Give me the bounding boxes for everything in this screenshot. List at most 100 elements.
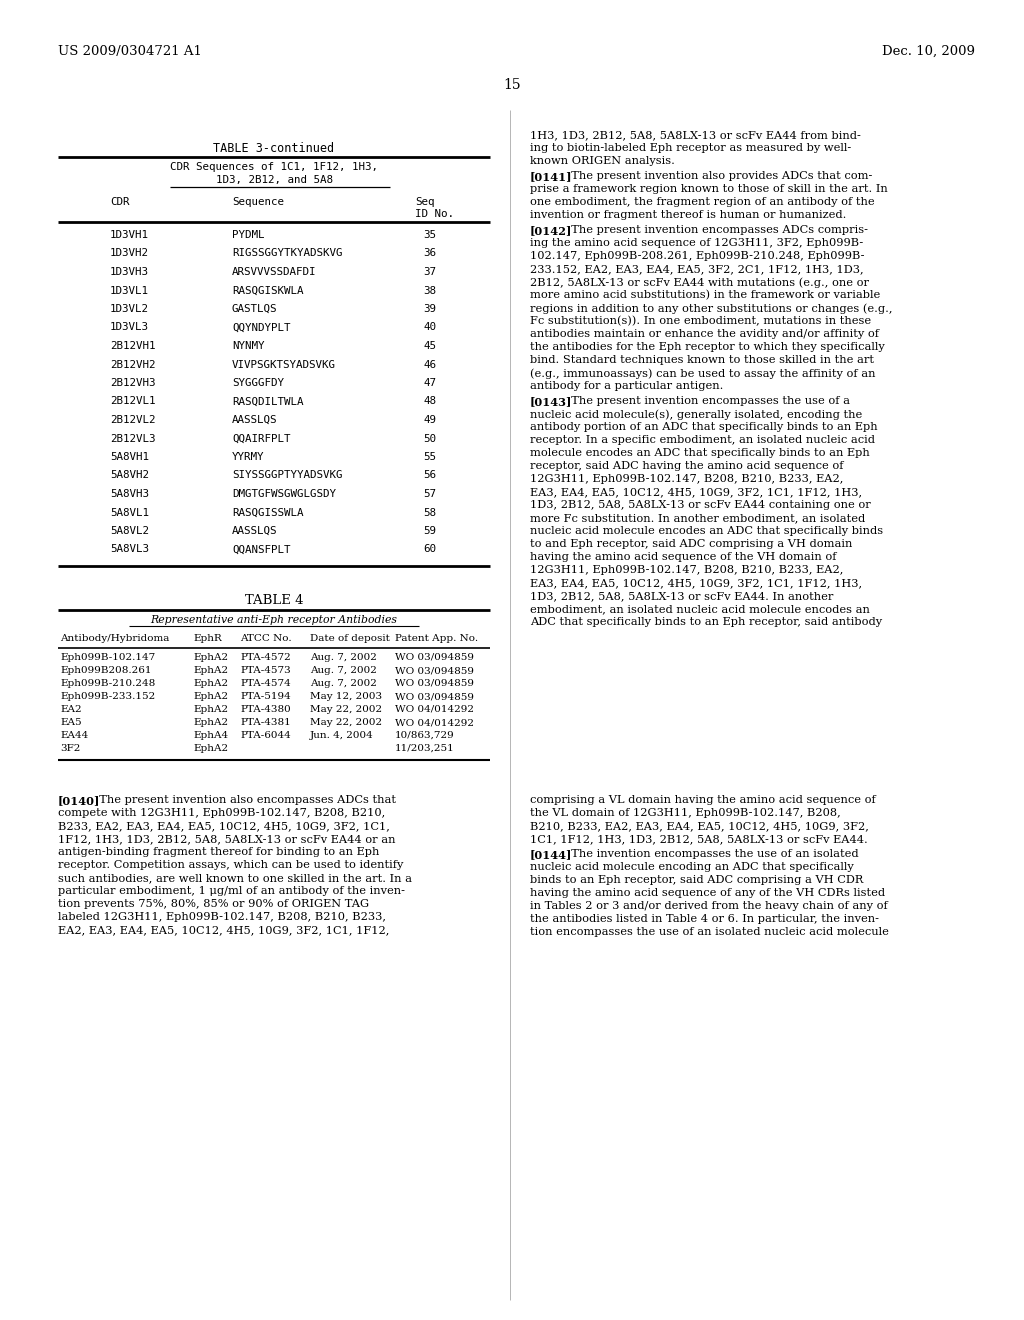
Text: EphA2: EphA2: [193, 718, 228, 727]
Text: EA2: EA2: [60, 705, 82, 714]
Text: [0144]: [0144]: [530, 849, 572, 861]
Text: having the amino acid sequence of any of the VH CDRs listed: having the amino acid sequence of any of…: [530, 888, 885, 898]
Text: particular embodiment, 1 μg/ml of an antibody of the inven-: particular embodiment, 1 μg/ml of an ant…: [58, 886, 406, 896]
Text: 1D3, 2B12, and 5A8: 1D3, 2B12, and 5A8: [215, 176, 333, 185]
Text: 102.147, Eph099B-208.261, Eph099B-210.248, Eph099B-: 102.147, Eph099B-208.261, Eph099B-210.24…: [530, 251, 864, 261]
Text: Aug. 7, 2002: Aug. 7, 2002: [310, 653, 377, 663]
Text: Sequence: Sequence: [232, 197, 284, 207]
Text: 46: 46: [423, 359, 436, 370]
Text: B233, EA2, EA3, EA4, EA5, 10C12, 4H5, 10G9, 3F2, 1C1,: B233, EA2, EA3, EA4, EA5, 10C12, 4H5, 10…: [58, 821, 390, 832]
Text: 49: 49: [423, 414, 436, 425]
Text: known ORIGEN analysis.: known ORIGEN analysis.: [530, 156, 675, 166]
Text: TABLE 3-continued: TABLE 3-continued: [213, 143, 335, 154]
Text: 10/863,729: 10/863,729: [395, 731, 455, 741]
Text: PTA-4573: PTA-4573: [240, 667, 291, 675]
Text: PTA-6044: PTA-6044: [240, 731, 291, 741]
Text: 1C1, 1F12, 1H3, 1D3, 2B12, 5A8, 5A8LX-13 or scFv EA44.: 1C1, 1F12, 1H3, 1D3, 2B12, 5A8, 5A8LX-13…: [530, 834, 867, 843]
Text: May 22, 2002: May 22, 2002: [310, 718, 382, 727]
Text: EA3, EA4, EA5, 10C12, 4H5, 10G9, 3F2, 1C1, 1F12, 1H3,: EA3, EA4, EA5, 10C12, 4H5, 10G9, 3F2, 1C…: [530, 578, 862, 587]
Text: Dec. 10, 2009: Dec. 10, 2009: [882, 45, 975, 58]
Text: 45: 45: [423, 341, 436, 351]
Text: AASSLQS: AASSLQS: [232, 525, 278, 536]
Text: EA2, EA3, EA4, EA5, 10C12, 4H5, 10G9, 3F2, 1C1, 1F12,: EA2, EA3, EA4, EA5, 10C12, 4H5, 10G9, 3F…: [58, 925, 389, 935]
Text: 5A8VH3: 5A8VH3: [110, 488, 150, 499]
Text: RIGSSGGYTKYADSKVG: RIGSSGGYTKYADSKVG: [232, 248, 342, 259]
Text: The present invention encompasses ADCs compris-: The present invention encompasses ADCs c…: [564, 224, 868, 235]
Text: Patent App. No.: Patent App. No.: [395, 634, 478, 643]
Text: The invention encompasses the use of an isolated: The invention encompasses the use of an …: [564, 849, 859, 859]
Text: receptor. In a specific embodiment, an isolated nucleic acid: receptor. In a specific embodiment, an i…: [530, 436, 874, 445]
Text: antibodies maintain or enhance the avidity and/or affinity of: antibodies maintain or enhance the avidi…: [530, 329, 879, 339]
Text: EphA2: EphA2: [193, 692, 228, 701]
Text: [0143]: [0143]: [530, 396, 572, 407]
Text: Fc substitution(s)). In one embodiment, mutations in these: Fc substitution(s)). In one embodiment, …: [530, 315, 871, 326]
Text: comprising a VL domain having the amino acid sequence of: comprising a VL domain having the amino …: [530, 795, 876, 805]
Text: EphR: EphR: [193, 634, 222, 643]
Text: DMGTGFWSGWGLGSDY: DMGTGFWSGWGLGSDY: [232, 488, 336, 499]
Text: RASQGISKWLA: RASQGISKWLA: [232, 285, 303, 296]
Text: 40: 40: [423, 322, 436, 333]
Text: more Fc substitution. In another embodiment, an isolated: more Fc substitution. In another embodim…: [530, 513, 865, 523]
Text: 58: 58: [423, 507, 436, 517]
Text: RASQGISSWLA: RASQGISSWLA: [232, 507, 303, 517]
Text: WO 03/094859: WO 03/094859: [395, 678, 474, 688]
Text: tion encompasses the use of an isolated nucleic acid molecule: tion encompasses the use of an isolated …: [530, 927, 889, 937]
Text: Date of deposit: Date of deposit: [310, 634, 390, 643]
Text: PTA-4574: PTA-4574: [240, 678, 291, 688]
Text: EphA4: EphA4: [193, 731, 228, 741]
Text: EphA2: EphA2: [193, 705, 228, 714]
Text: nucleic acid molecule(s), generally isolated, encoding the: nucleic acid molecule(s), generally isol…: [530, 409, 862, 420]
Text: bind. Standard techniques known to those skilled in the art: bind. Standard techniques known to those…: [530, 355, 874, 366]
Text: NYNMY: NYNMY: [232, 341, 264, 351]
Text: Aug. 7, 2002: Aug. 7, 2002: [310, 667, 377, 675]
Text: 1D3, 2B12, 5A8, 5A8LX-13 or scFv EA44 containing one or: 1D3, 2B12, 5A8, 5A8LX-13 or scFv EA44 co…: [530, 500, 870, 510]
Text: SIYSSGGPTYYADSVKG: SIYSSGGPTYYADSVKG: [232, 470, 342, 480]
Text: the VL domain of 12G3H11, Eph099B-102.147, B208,: the VL domain of 12G3H11, Eph099B-102.14…: [530, 808, 841, 818]
Text: EA5: EA5: [60, 718, 82, 727]
Text: SYGGGFDY: SYGGGFDY: [232, 378, 284, 388]
Text: 2B12VL2: 2B12VL2: [110, 414, 156, 425]
Text: ADC that specifically binds to an Eph receptor, said antibody: ADC that specifically binds to an Eph re…: [530, 616, 882, 627]
Text: 38: 38: [423, 285, 436, 296]
Text: 2B12, 5A8LX-13 or scFv EA44 with mutations (e.g., one or: 2B12, 5A8LX-13 or scFv EA44 with mutatio…: [530, 277, 869, 288]
Text: nucleic acid molecule encodes an ADC that specifically binds: nucleic acid molecule encodes an ADC tha…: [530, 525, 883, 536]
Text: WO 03/094859: WO 03/094859: [395, 692, 474, 701]
Text: 36: 36: [423, 248, 436, 259]
Text: 5A8VH1: 5A8VH1: [110, 451, 150, 462]
Text: binds to an Eph receptor, said ADC comprising a VH CDR: binds to an Eph receptor, said ADC compr…: [530, 875, 863, 884]
Text: AASSLQS: AASSLQS: [232, 414, 278, 425]
Text: EphA2: EphA2: [193, 678, 228, 688]
Text: 59: 59: [423, 525, 436, 536]
Text: PTA-4572: PTA-4572: [240, 653, 291, 663]
Text: May 22, 2002: May 22, 2002: [310, 705, 382, 714]
Text: regions in addition to any other substitutions or changes (e.g.,: regions in addition to any other substit…: [530, 304, 893, 314]
Text: RASQDILTWLA: RASQDILTWLA: [232, 396, 303, 407]
Text: Eph099B208.261: Eph099B208.261: [60, 667, 152, 675]
Text: TABLE 4: TABLE 4: [245, 594, 303, 607]
Text: 2B12VH1: 2B12VH1: [110, 341, 156, 351]
Text: receptor. Competition assays, which can be used to identify: receptor. Competition assays, which can …: [58, 861, 403, 870]
Text: ARSVVVSSDAFDI: ARSVVVSSDAFDI: [232, 267, 316, 277]
Text: receptor, said ADC having the amino acid sequence of: receptor, said ADC having the amino acid…: [530, 461, 844, 471]
Text: QQANSFPLT: QQANSFPLT: [232, 544, 291, 554]
Text: 5A8VH2: 5A8VH2: [110, 470, 150, 480]
Text: 55: 55: [423, 451, 436, 462]
Text: The present invention encompasses the use of a: The present invention encompasses the us…: [564, 396, 850, 407]
Text: PYDML: PYDML: [232, 230, 264, 240]
Text: [0142]: [0142]: [530, 224, 572, 236]
Text: antigen-binding fragment thereof for binding to an Eph: antigen-binding fragment thereof for bin…: [58, 847, 379, 857]
Text: 1D3VL3: 1D3VL3: [110, 322, 150, 333]
Text: 39: 39: [423, 304, 436, 314]
Text: 11/203,251: 11/203,251: [395, 744, 455, 752]
Text: labeled 12G3H11, Eph099B-102.147, B208, B210, B233,: labeled 12G3H11, Eph099B-102.147, B208, …: [58, 912, 386, 921]
Text: May 12, 2003: May 12, 2003: [310, 692, 382, 701]
Text: 48: 48: [423, 396, 436, 407]
Text: 12G3H11, Eph099B-102.147, B208, B210, B233, EA2,: 12G3H11, Eph099B-102.147, B208, B210, B2…: [530, 565, 844, 576]
Text: the antibodies listed in Table 4 or 6. In particular, the inven-: the antibodies listed in Table 4 or 6. I…: [530, 913, 879, 924]
Text: WO 03/094859: WO 03/094859: [395, 667, 474, 675]
Text: Aug. 7, 2002: Aug. 7, 2002: [310, 678, 377, 688]
Text: 3F2: 3F2: [60, 744, 80, 752]
Text: 2B12VH3: 2B12VH3: [110, 378, 156, 388]
Text: Eph099B-210.248: Eph099B-210.248: [60, 678, 156, 688]
Text: Representative anti-Eph receptor Antibodies: Representative anti-Eph receptor Antibod…: [151, 615, 397, 624]
